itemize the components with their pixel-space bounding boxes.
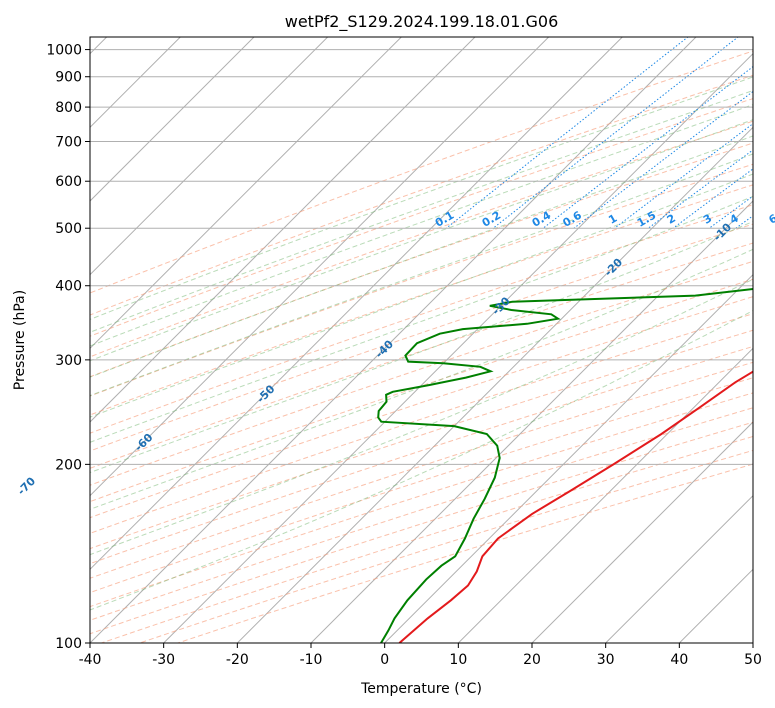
sounding-profiles <box>377 288 753 643</box>
x-tick-label: 30 <box>597 652 615 668</box>
x-tick-label: -20 <box>226 652 249 668</box>
y-tick-label: 1000 <box>46 43 82 59</box>
isotherm <box>90 37 623 571</box>
y-axis-label: Pressure (hPa) <box>12 290 28 390</box>
isotherm <box>457 347 753 643</box>
x-axis-ticks: -40 -30 -20 -10 0 10 20 30 40 50 <box>79 643 762 668</box>
temperature-line <box>398 370 753 643</box>
moist-adiabat <box>90 173 753 418</box>
y-axis-ticks: 100 200 300 400 500 600 700 800 900 1000 <box>46 43 90 652</box>
mixing-ratio-line <box>573 90 753 229</box>
isotherm <box>90 37 476 423</box>
dewpoint-line <box>377 288 753 643</box>
y-tick-label: 600 <box>55 174 82 190</box>
mixing-ratio-line <box>492 37 739 229</box>
moist-adiabat <box>90 310 753 611</box>
x-axis-label: Temperature (°C) <box>360 681 482 697</box>
dry-adiabat <box>90 50 753 294</box>
isotherm <box>90 37 697 643</box>
moist-adiabat <box>90 221 753 474</box>
y-tick-label: 100 <box>55 636 82 652</box>
isotherm <box>163 52 753 643</box>
x-tick-label: 20 <box>523 652 541 668</box>
pressure-gridlines <box>90 49 753 643</box>
dry-adiabat <box>90 120 753 358</box>
isotherm <box>384 273 753 643</box>
y-tick-label: 400 <box>55 279 82 295</box>
y-tick-label: 300 <box>55 353 82 369</box>
y-tick-label: 800 <box>55 100 82 116</box>
plot-frame <box>89 36 754 644</box>
mixing-ratio-line <box>672 168 753 229</box>
y-tick-label: 200 <box>55 457 82 473</box>
isotherm <box>90 37 255 202</box>
moist-adiabat <box>90 153 753 397</box>
moist-adiabat <box>90 89 753 333</box>
mixing-ratio-line <box>614 122 753 229</box>
isotherm <box>531 421 753 643</box>
isotherm <box>605 494 753 643</box>
moist-adiabat <box>90 135 753 378</box>
x-tick-label: -10 <box>300 652 323 668</box>
isotherm <box>90 37 550 497</box>
x-tick-label: -30 <box>152 652 175 668</box>
y-tick-label: 900 <box>55 70 82 86</box>
mixing-ratio-line <box>542 65 753 229</box>
mixing-ratio-label: 6 <box>766 211 775 226</box>
y-tick-label: 700 <box>55 134 82 150</box>
y-tick-label: 500 <box>55 221 82 237</box>
isotherm <box>90 37 402 350</box>
x-tick-label: 10 <box>449 652 467 668</box>
isotherm <box>236 126 753 643</box>
isotherm <box>90 37 329 276</box>
moist-adiabat <box>90 278 753 556</box>
x-tick-label: -40 <box>79 652 102 668</box>
x-tick-label: 0 <box>380 652 389 668</box>
chart-title: wetPf2_S129.2024.199.18.01.G06 <box>285 12 559 32</box>
x-tick-label: 40 <box>670 652 688 668</box>
plot-area <box>90 37 753 643</box>
x-tick-label: 50 <box>744 652 762 668</box>
dry-adiabat <box>90 163 753 397</box>
